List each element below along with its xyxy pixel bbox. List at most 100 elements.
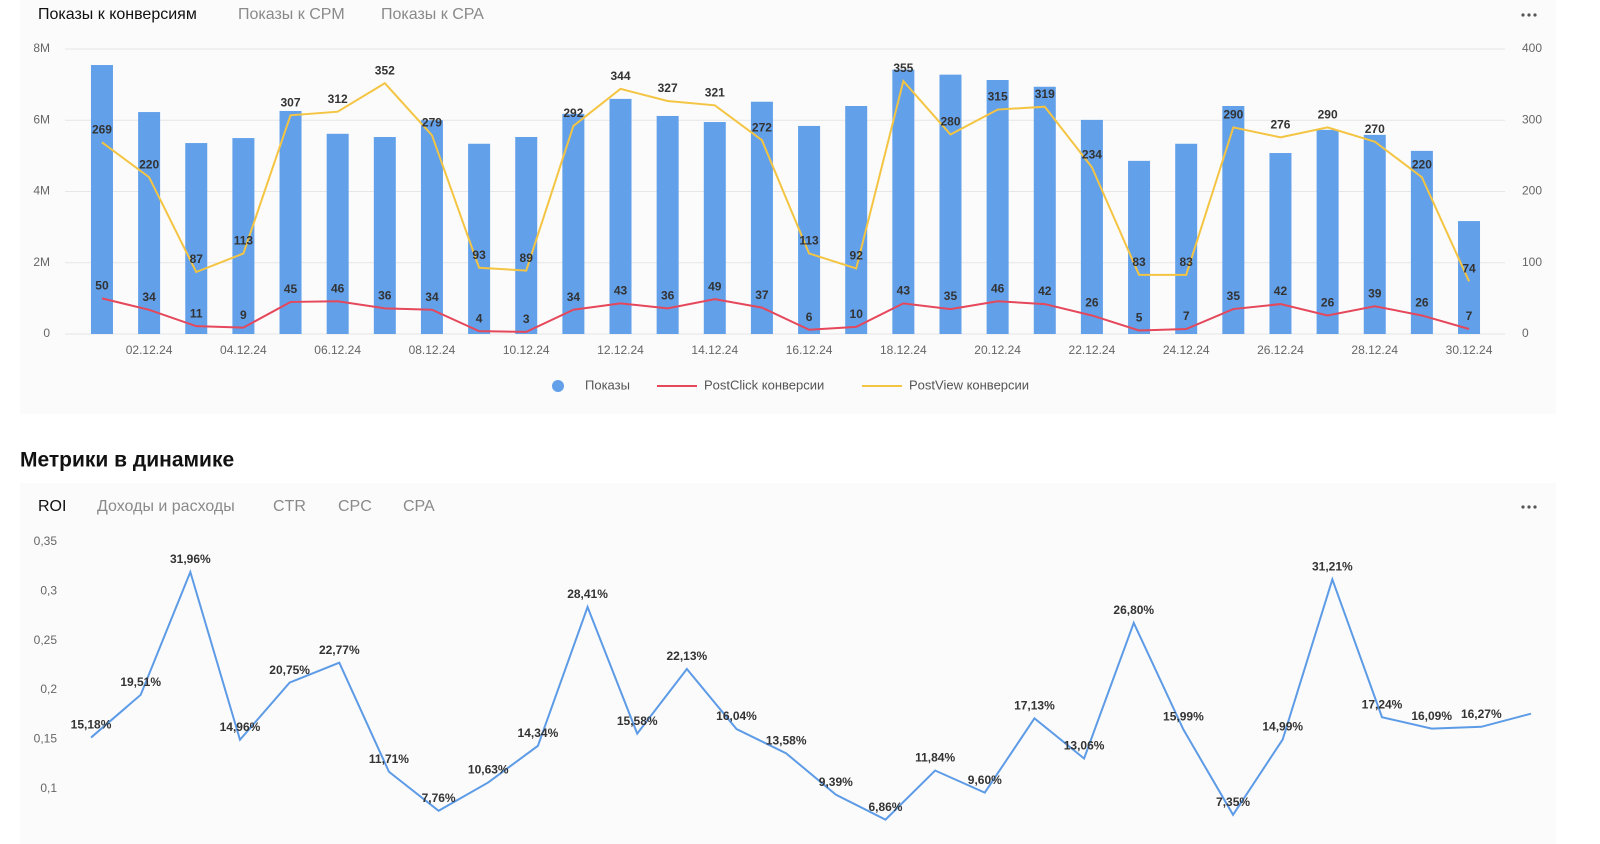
data-label: 10,63% [468, 763, 509, 777]
data-label: 42 [1038, 284, 1052, 298]
data-label: 16,09% [1411, 709, 1452, 723]
data-label: 46 [991, 281, 1005, 295]
data-label: 92 [850, 249, 864, 263]
legend-label: PostClick конверсии [704, 377, 824, 392]
bar [515, 136, 538, 334]
x-tick-label: 22.12.24 [1069, 343, 1116, 357]
bar [1363, 134, 1386, 334]
tab[interactable]: Доходы и расходы [97, 498, 235, 515]
y-tick-label: 0 [43, 326, 50, 340]
data-label: 292 [563, 106, 583, 120]
x-tick-label: 08.12.24 [409, 343, 456, 357]
data-label: 13,06% [1064, 739, 1105, 753]
bar [279, 110, 302, 334]
y-tick-label: 0,25 [34, 633, 58, 647]
tab[interactable]: Показы к CPM [238, 6, 345, 23]
bar [1269, 153, 1292, 334]
bar [656, 115, 679, 334]
line [101, 297, 1470, 333]
data-label: 14,96% [220, 720, 261, 734]
data-label: 312 [328, 92, 348, 106]
data-label: 45 [284, 282, 298, 296]
data-label: 11,84% [915, 751, 955, 765]
data-label: 319 [1035, 87, 1055, 101]
data-label: 35 [944, 289, 958, 303]
y-tick-label: 0,15 [34, 732, 58, 746]
data-label: 3 [523, 312, 530, 326]
bar [185, 143, 208, 334]
bar [939, 74, 962, 335]
bar [1080, 119, 1103, 334]
data-label: 22,13% [667, 649, 708, 663]
y-tick-label: 8M [33, 41, 50, 55]
legend-label: PostView конверсии [909, 377, 1029, 392]
data-label: 290 [1318, 108, 1338, 122]
data-label: 16,04% [716, 709, 757, 723]
section-title: Метрики в динамике [20, 449, 234, 472]
data-label: 4 [476, 311, 483, 325]
tab[interactable]: Показы к CPA [381, 6, 484, 23]
x-tick-label: 26.12.24 [1257, 343, 1304, 357]
data-label: 9,39% [819, 775, 853, 789]
bar [609, 98, 632, 334]
bar [420, 120, 443, 334]
data-label: 31,21% [1312, 560, 1353, 574]
y2-tick-label: 0 [1522, 326, 1529, 340]
data-label: 89 [520, 251, 534, 265]
y-tick-label: 0,35 [34, 534, 58, 548]
y-tick-label: 4M [33, 184, 50, 198]
x-tick-label: 10.12.24 [503, 343, 550, 357]
data-label: 36 [661, 289, 675, 303]
data-label: 49 [708, 279, 722, 293]
data-label: 10 [850, 307, 864, 321]
data-label: 36 [378, 289, 392, 303]
x-tick-label: 24.12.24 [1163, 343, 1210, 357]
data-label: 113 [799, 234, 819, 248]
data-label: 83 [1132, 255, 1146, 269]
data-label: 9,60% [968, 773, 1002, 787]
data-label: 220 [139, 157, 159, 171]
bar [1175, 143, 1198, 334]
bar [562, 113, 585, 335]
data-label: 290 [1223, 108, 1243, 122]
data-label: 11,71% [369, 752, 409, 766]
menu-button[interactable] [1521, 13, 1537, 17]
data-label: 43 [614, 284, 628, 298]
y2-tick-label: 300 [1522, 112, 1542, 126]
data-label: 6 [806, 310, 813, 324]
data-label: 327 [658, 81, 678, 95]
menu-button[interactable] [1521, 505, 1537, 509]
data-label: 43 [897, 284, 911, 298]
y2-tick-label: 100 [1522, 255, 1542, 269]
tab[interactable]: CTR [273, 498, 306, 515]
y-tick-label: 0,3 [40, 584, 57, 598]
x-tick-label: 30.12.24 [1446, 343, 1493, 357]
panel [20, 483, 1556, 844]
tab[interactable]: Показы к конверсиям [38, 6, 197, 23]
bar [326, 133, 349, 334]
x-tick-label: 02.12.24 [126, 343, 173, 357]
bar [798, 125, 821, 334]
bar [845, 106, 868, 334]
x-tick-label: 04.12.24 [220, 343, 267, 357]
bar [1458, 221, 1481, 334]
y2-tick-label: 400 [1522, 41, 1542, 55]
data-label: 17,13% [1014, 698, 1055, 712]
data-label: 7,35% [1216, 795, 1250, 809]
data-label: 7,76% [422, 791, 456, 805]
data-label: 26 [1085, 296, 1099, 310]
data-label: 42 [1274, 284, 1288, 298]
x-tick-label: 12.12.24 [597, 343, 644, 357]
data-label: 20,75% [269, 663, 310, 677]
tab[interactable]: CPC [338, 498, 372, 515]
tab[interactable]: ROI [38, 498, 66, 515]
data-label: 15,99% [1163, 710, 1204, 724]
x-tick-label: 06.12.24 [314, 343, 361, 357]
bar [90, 65, 113, 334]
line [101, 78, 1470, 282]
data-label: 344 [610, 69, 630, 83]
bar [1033, 86, 1056, 334]
data-label: 19,51% [120, 675, 161, 689]
tab[interactable]: CPA [403, 498, 435, 515]
